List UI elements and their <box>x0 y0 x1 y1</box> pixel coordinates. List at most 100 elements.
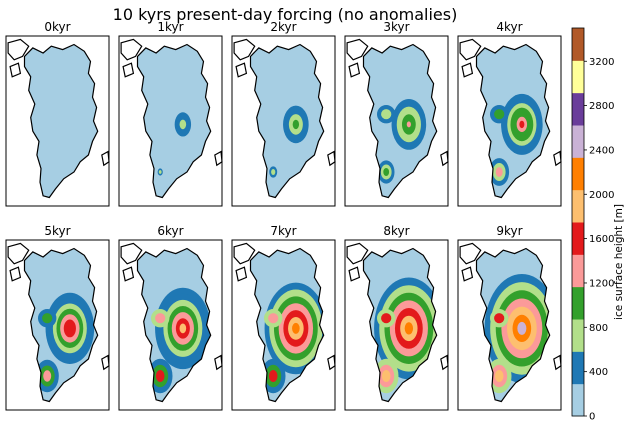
coastline-island <box>101 354 110 371</box>
coastline <box>136 43 212 199</box>
colorbar-tick-label: 1200 <box>589 278 614 289</box>
map-panel: 3kyr <box>344 20 449 207</box>
ice-height-contour <box>517 321 527 335</box>
ice-sheet <box>373 277 437 394</box>
coastline-island <box>459 242 482 265</box>
coastline-island <box>348 266 361 282</box>
colorbar-tick-label: 2000 <box>589 190 614 201</box>
ice-height-contour <box>271 169 276 175</box>
ice-height-contour <box>294 122 298 127</box>
coastline-island <box>235 266 248 282</box>
ice-height-contour <box>381 313 392 324</box>
coastline <box>23 43 99 199</box>
ice-height-contour <box>42 313 53 324</box>
colorbar-segment <box>572 254 584 288</box>
coastline-island <box>120 38 143 61</box>
coastline-island <box>7 38 30 61</box>
coastline-island <box>101 150 110 167</box>
ice-height-contour <box>381 109 392 120</box>
coastline-island <box>461 62 474 78</box>
panel-title: 7kyr <box>270 224 296 238</box>
coastline-island <box>327 354 336 371</box>
colorbar-segment <box>572 157 584 191</box>
ice-sheet <box>484 274 550 394</box>
map-panel: 9kyr <box>457 224 562 411</box>
colorbar-segment <box>572 286 584 320</box>
map-panel: 8kyr <box>344 224 449 411</box>
panel-title: 6kyr <box>157 224 183 238</box>
ice-sheet <box>156 112 192 178</box>
colorbar-segment <box>572 319 584 352</box>
coastline-island <box>346 242 369 265</box>
coastline-island <box>122 266 135 282</box>
coastline <box>136 247 212 403</box>
map-panel: 0kyr <box>5 20 110 207</box>
coastline-island <box>459 38 482 61</box>
colorbar-segment <box>572 92 584 126</box>
panel-title: 9kyr <box>496 224 522 238</box>
ice-height-contour <box>292 322 300 334</box>
panel-title: 3kyr <box>383 20 409 34</box>
coastline <box>362 247 438 403</box>
ice-height-contour <box>268 313 279 324</box>
colorbar-tick-label: 2800 <box>589 101 614 112</box>
colorbar-segment <box>572 351 584 385</box>
coastline-island <box>327 150 336 167</box>
map-panel: 7kyr <box>231 224 336 411</box>
greenland-landmass <box>137 44 211 198</box>
coastline <box>249 247 325 403</box>
ice-height-contour <box>381 370 391 382</box>
colorbar-tick-label: 400 <box>589 367 608 378</box>
ice-sheet <box>260 282 324 394</box>
colorbar-segment <box>572 383 584 417</box>
colorbar-tick-label: 2400 <box>589 145 614 156</box>
panel-title: 2kyr <box>270 20 296 34</box>
colorbar-frame <box>571 27 585 417</box>
ice-height-contour <box>494 313 505 324</box>
panels-group: 0kyr 1kyr 2kyr 3kyr 4kyr 5kyr 6kyr 7kyr 8kyr 9kyr <box>5 20 562 411</box>
ice-height-contour <box>519 120 525 129</box>
ice-height-contour <box>494 109 505 120</box>
panel-title: 4kyr <box>496 20 522 34</box>
coastline <box>475 247 551 403</box>
colorbar: 0 400 800 1200 1600 2000 2400 2800 3200 ice surfa… <box>571 27 625 423</box>
coastline-island <box>214 354 223 371</box>
coastline-island <box>346 38 369 61</box>
coastline-island <box>348 62 361 78</box>
coastline-island <box>233 38 256 61</box>
panel-title: 1kyr <box>157 20 183 34</box>
ice-sheet <box>489 93 543 186</box>
colorbar-tick-label: 800 <box>589 323 608 334</box>
coastline-island <box>7 242 30 265</box>
colorbar-segment <box>572 125 584 158</box>
ice-sheet <box>377 99 427 184</box>
ice-height-contour <box>155 370 165 382</box>
coastline-island <box>461 266 474 282</box>
colorbar-tick-label: 1600 <box>589 234 614 245</box>
ice-sheet <box>35 292 95 393</box>
ice-sheet <box>147 287 211 394</box>
ice-height-contour <box>43 370 52 382</box>
coastline-island <box>553 354 562 371</box>
colorbar-segment <box>572 189 584 223</box>
ice-height-contour <box>181 122 184 126</box>
coastline <box>249 43 325 199</box>
ice-height-contour <box>179 323 187 334</box>
ice-height-contour <box>406 121 411 128</box>
panel-title: 0kyr <box>44 20 70 34</box>
coastline-island <box>235 62 248 78</box>
ice-height-contour <box>494 370 504 382</box>
panel-title: 5kyr <box>44 224 70 238</box>
coastline-island <box>553 150 562 167</box>
coastline-island <box>9 266 22 282</box>
colorbar-tick-label: 3200 <box>589 57 614 68</box>
ice-height-contour <box>155 313 166 324</box>
ice-height-contour <box>268 370 278 382</box>
ice-sheet <box>267 105 309 181</box>
ice-height-contour <box>66 324 73 333</box>
ice-height-contour <box>158 170 162 174</box>
coastline-island <box>440 150 449 167</box>
coastline-island <box>9 62 22 78</box>
colorbar-label: ice surface height [m] <box>613 204 625 320</box>
